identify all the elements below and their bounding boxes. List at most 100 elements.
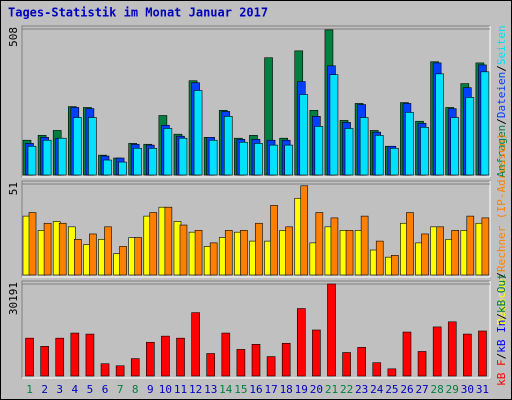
legend-entry: Dateien [495, 72, 508, 118]
x-tick-label: 16 [249, 383, 262, 396]
x-tick-label: 2 [41, 383, 48, 396]
bar [300, 185, 309, 276]
bar [372, 362, 382, 377]
bar [70, 332, 80, 377]
bar [406, 212, 414, 276]
bar [390, 147, 399, 176]
bar [312, 329, 321, 377]
bar [149, 212, 158, 276]
bar [344, 128, 354, 176]
bar [315, 212, 324, 276]
legend-entry: Anfragen [495, 125, 508, 178]
bar [266, 356, 276, 377]
x-tick-label: 31 [476, 383, 489, 396]
bar [148, 147, 158, 176]
bar [118, 161, 127, 176]
bar [57, 137, 67, 176]
bar [432, 326, 442, 377]
legend: Besuche/Rechner (IP-Adressen) [495, 133, 508, 325]
legend-separator: / [495, 118, 508, 125]
x-tick-label: 11 [174, 383, 187, 396]
bar [100, 363, 110, 377]
bar [296, 308, 306, 377]
bar [451, 230, 460, 276]
x-tick-label: 21 [325, 383, 338, 396]
bar [206, 353, 216, 377]
bar [89, 233, 97, 276]
x-tick-label: 1 [26, 383, 33, 396]
bar [224, 230, 233, 276]
bar [223, 116, 233, 176]
x-tick-label: 30 [461, 383, 474, 396]
legend-entry: Besuche [495, 279, 508, 325]
bar [88, 117, 97, 176]
bar [374, 135, 384, 176]
legend-entry: Rechner (IP-Adressen) [495, 133, 508, 272]
bar [85, 333, 95, 377]
bar [251, 344, 261, 377]
bar [285, 226, 293, 276]
bar [130, 358, 140, 377]
x-tick-label: 4 [72, 383, 79, 396]
x-tick-label: 26 [400, 383, 413, 396]
x-tick-label: 9 [147, 383, 154, 396]
bar [40, 346, 49, 377]
bar [405, 112, 414, 176]
bar [330, 217, 339, 276]
bar [146, 341, 155, 377]
bar [164, 206, 173, 276]
bar [435, 73, 444, 176]
bar [436, 226, 444, 276]
x-tick-label: 13 [204, 383, 217, 396]
bar [179, 224, 188, 276]
bar [314, 126, 324, 176]
x-tick-label: 18 [280, 383, 293, 396]
x-tick-label: 22 [340, 383, 353, 396]
bar [28, 212, 37, 276]
bar [450, 117, 460, 176]
bar [327, 283, 336, 377]
bar [345, 230, 354, 276]
bar [55, 337, 65, 377]
bar [255, 222, 263, 276]
x-tick-label: 10 [159, 383, 172, 396]
x-tick-label: 3 [56, 383, 63, 396]
legend-entry: kB F [495, 359, 508, 386]
bar [281, 342, 291, 377]
legend-separator: / [495, 65, 508, 72]
legend-entry: kB In [495, 320, 508, 353]
x-tick-label: 19 [295, 383, 308, 396]
bar [115, 365, 125, 377]
bar [209, 242, 218, 276]
bar [176, 337, 185, 377]
legend-entry: Seiten [495, 25, 508, 65]
y-tick-label: 51 [7, 182, 20, 195]
bar [221, 332, 231, 377]
bar [270, 205, 278, 276]
bar [402, 331, 412, 377]
bar [134, 237, 142, 276]
x-tick-label: 8 [132, 383, 139, 396]
bar [27, 145, 37, 176]
bar [236, 349, 246, 377]
chart-title: Tages-Statistik im Monat Januar 2017 [8, 6, 268, 20]
bar [194, 230, 203, 276]
bar [254, 143, 263, 176]
bar [25, 337, 34, 377]
bar [119, 246, 127, 276]
bar [421, 233, 429, 276]
x-tick-label: 25 [385, 383, 398, 396]
legend-entry: kB Out [495, 273, 508, 313]
legend: Anfragen/Dateien/Seiten [495, 25, 508, 177]
bar [133, 147, 142, 176]
bar [239, 141, 248, 176]
bar [417, 351, 427, 377]
bar [208, 139, 218, 176]
bar [104, 226, 112, 276]
bar [329, 74, 339, 176]
x-tick-label: 7 [117, 383, 124, 396]
legend-separator: / [495, 272, 508, 279]
x-tick-label: 24 [370, 383, 384, 396]
y-tick-label: 508 [7, 27, 20, 47]
bar [447, 321, 457, 377]
